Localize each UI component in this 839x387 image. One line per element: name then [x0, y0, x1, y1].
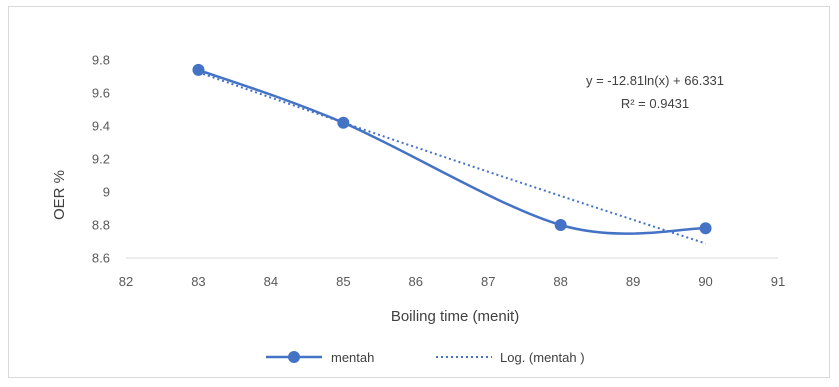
series-line-mentah: [198, 68, 706, 235]
y-axis-title: OER %: [51, 170, 68, 220]
series-markers: [192, 63, 712, 235]
legend-marker-mentah: [288, 351, 300, 363]
x-tick-label: 88: [553, 274, 567, 289]
y-tick-label: 8.6: [92, 251, 110, 266]
y-tick-label: 9.6: [92, 86, 110, 101]
y-tick-label: 9.2: [92, 152, 110, 167]
legend-label-mentah: mentah: [331, 350, 374, 365]
trendline-equation: y = -12.81ln(x) + 66.331: [586, 73, 724, 88]
y-tick-label: 9.8: [92, 53, 110, 68]
legend-label-trendline: Log. (mentah ): [500, 350, 585, 365]
legend: mentah Log. (mentah ): [266, 350, 585, 365]
x-tick-label: 84: [264, 274, 278, 289]
x-tick-label: 91: [771, 274, 785, 289]
y-axis-ticks: 8.6 8.8 9 9.2 9.4 9.6 9.8: [92, 53, 110, 266]
x-tick-label: 85: [336, 274, 350, 289]
data-point-marker: [337, 116, 350, 129]
x-axis-title: Boiling time (menit): [391, 308, 519, 325]
data-point-marker: [192, 63, 205, 76]
trendline-r-squared: R² = 0.9431: [621, 96, 689, 111]
y-tick-label: 9.4: [92, 119, 110, 134]
x-tick-label: 89: [626, 274, 640, 289]
y-tick-label: 9: [103, 185, 110, 200]
x-tick-label: 86: [409, 274, 423, 289]
x-tick-label: 87: [481, 274, 495, 289]
data-point-marker: [554, 219, 567, 231]
x-tick-label: 83: [191, 274, 205, 289]
trendline-log-mentah: [198, 71, 706, 245]
chart-frame: [8, 6, 830, 378]
x-axis-ticks: 82 83 84 85 86 87 88 89 90 91: [119, 274, 785, 289]
x-tick-label: 82: [119, 274, 133, 289]
data-point-marker: [699, 222, 712, 235]
y-tick-label: 8.8: [92, 218, 110, 233]
x-tick-label: 90: [698, 274, 712, 289]
